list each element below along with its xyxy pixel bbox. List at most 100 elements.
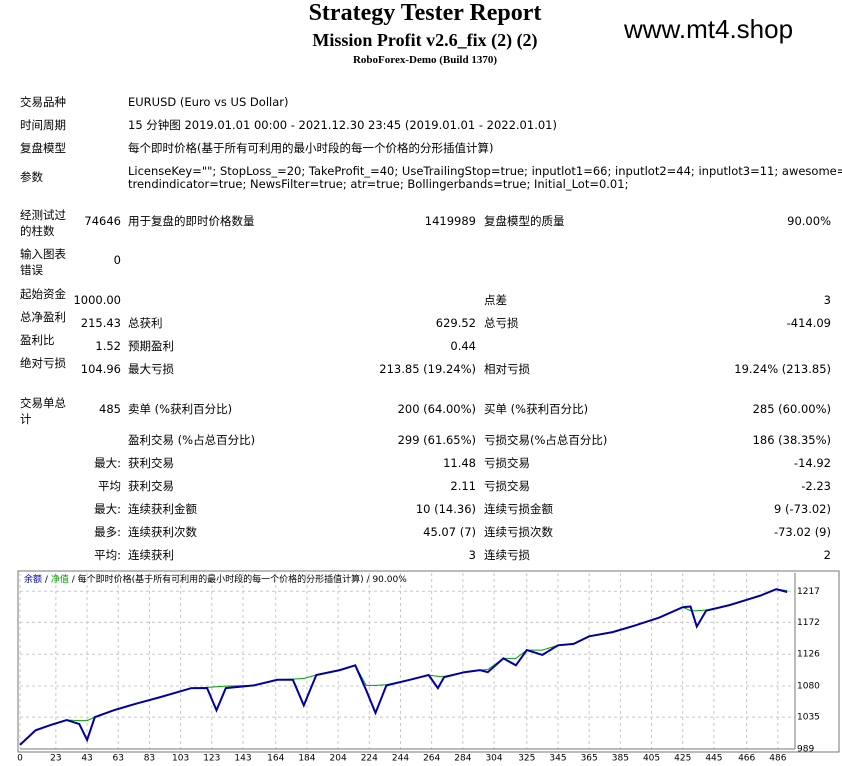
stat-value: 11.48 <box>443 456 476 470</box>
stat-value: 0 <box>113 253 121 267</box>
legend-entry: 余额 <box>24 573 42 585</box>
x-tick-label: 63 <box>113 754 124 764</box>
stat-label: 点差 <box>484 293 507 307</box>
x-tick-label: 405 <box>643 754 660 764</box>
stat-label: 买单 (%获利百分比) <box>484 402 589 416</box>
x-tick-label: 23 <box>50 754 61 764</box>
stat-label: 总亏损 <box>484 316 519 330</box>
stat-label: 亏损交易 <box>484 456 530 470</box>
x-tick-label: 466 <box>738 754 755 764</box>
stat-value: 285 (60.00%) <box>752 402 831 416</box>
x-tick-label: 425 <box>674 754 691 764</box>
stat-value: 10 (14.36) <box>415 502 476 516</box>
x-tick-label: 325 <box>518 754 535 764</box>
server-name: RoboForex-Demo (Build 1370) <box>352 54 497 66</box>
report-subtitle: Mission Profit v2.6_fix (2) (2) <box>312 30 538 50</box>
stat-value: 9 (-73.02) <box>773 502 831 516</box>
y-tick-label: 1035 <box>797 713 820 723</box>
stat-value: 629.52 <box>435 316 476 330</box>
stat-value: -2.23 <box>801 479 831 493</box>
stat-value: 最大: <box>94 502 121 516</box>
x-tick-label: 103 <box>172 754 189 764</box>
info-value: 15 分钟图 2019.01.01 00:00 - 2021.12.30 23:… <box>128 118 557 132</box>
x-tick-label: 445 <box>705 754 722 764</box>
stat-label: 连续亏损 <box>484 548 530 562</box>
y-tick-label: 1172 <box>797 618 820 628</box>
stat-label: 盈利比 <box>20 333 55 347</box>
stat-value: 最多: <box>94 525 121 539</box>
x-tick-label: 486 <box>769 754 786 764</box>
stat-label: 用于复盘的即时价格数量 <box>128 214 255 228</box>
stat-value: 299 (61.65%) <box>397 433 476 447</box>
stat-label: 亏损交易 <box>484 479 530 493</box>
info-value: LicenseKey=""; StopLoss_=20; TakeProfit_… <box>128 164 842 178</box>
stat-value: 2 <box>823 548 831 562</box>
y-tick-label: 989 <box>797 745 814 755</box>
chart-frame <box>17 570 840 753</box>
stat-value: 2.11 <box>450 479 476 493</box>
x-tick-label: 164 <box>267 754 284 764</box>
stat-value: 485 <box>99 402 121 416</box>
stat-label: 绝对亏损 <box>20 356 66 370</box>
model-note: 每个即时价格(基于所有可利用的最小时段的每一个价格的分形插值计算) <box>78 573 364 585</box>
stat-value: 0.44 <box>450 339 476 353</box>
x-tick-label: 143 <box>234 754 251 764</box>
legend-separator: / <box>45 575 49 585</box>
stat-label: 卖单 (%获利百分比) <box>128 402 233 416</box>
quality: 90.00% <box>372 575 407 585</box>
info-label: 时间周期 <box>20 118 66 132</box>
info-value: 每个即时价格(基于所有可利用的最小时段的每一个价格的分形插值计算) <box>128 141 494 155</box>
stat-label: 最大亏损 <box>128 362 174 376</box>
legend-separator: / <box>72 575 76 585</box>
stat-value: -414.09 <box>786 316 831 330</box>
stat-label: 连续获利金额 <box>128 502 197 516</box>
stat-value: 平均: <box>94 548 121 562</box>
stat-label: 相对亏损 <box>484 362 530 376</box>
legend-entry: 净值 <box>51 573 69 585</box>
stat-label: 预期盈利 <box>128 339 174 353</box>
x-tick-label: 0 <box>17 754 23 764</box>
x-tick-label: 365 <box>581 754 598 764</box>
stat-label: 交易单总计 <box>20 396 66 426</box>
stat-value: 最大: <box>94 456 121 470</box>
watermark: www.mt4.shop <box>624 14 794 44</box>
stat-label: 总获利 <box>128 316 163 330</box>
stat-value: 215.43 <box>80 316 121 330</box>
info-label: 复盘模型 <box>20 141 66 155</box>
info-label: 交易品种 <box>20 95 66 109</box>
x-tick-label: 284 <box>454 754 471 764</box>
x-tick-label: 43 <box>81 754 92 764</box>
x-tick-label: 244 <box>392 754 409 764</box>
stat-value: 1419989 <box>424 214 476 228</box>
stat-value: 1.52 <box>95 339 121 353</box>
info-value: EURUSD (Euro vs US Dollar) <box>128 95 289 109</box>
y-tick-label: 1217 <box>797 587 820 597</box>
x-tick-label: 345 <box>549 754 566 764</box>
stat-value: -14.92 <box>793 456 831 470</box>
stat-label: 复盘模型的质量 <box>484 214 565 228</box>
stat-label: 获利交易 <box>128 456 174 470</box>
stat-value: 74646 <box>84 214 121 228</box>
stat-value: 19.24% (213.85) <box>734 362 831 376</box>
stat-label: 亏损交易(%占总百分比) <box>484 433 608 447</box>
x-tick-label: 123 <box>203 754 220 764</box>
stat-value: 3 <box>468 548 476 562</box>
x-tick-label: 204 <box>330 754 347 764</box>
stat-value: 186 (38.35%) <box>752 433 831 447</box>
stat-value: 平均 <box>98 479 121 493</box>
x-tick-label: 385 <box>612 754 629 764</box>
stat-value: -73.02 (9) <box>773 525 831 539</box>
stat-label: 连续亏损次数 <box>484 525 553 539</box>
x-tick-label: 184 <box>298 754 315 764</box>
legend: 余额 / 净值 / 每个即时价格(基于所有可利用的最小时段的每一个价格的分形插值… <box>24 573 410 585</box>
stat-label: 连续亏损金额 <box>484 502 553 516</box>
stat-label: 总净盈利 <box>20 310 66 324</box>
stat-label: 起始资金 <box>20 287 66 301</box>
stat-value: 90.00% <box>787 214 831 228</box>
series-line <box>19 588 788 746</box>
stat-value: 1000.00 <box>73 293 121 307</box>
stat-label: 连续获利次数 <box>128 525 197 539</box>
info-value: trendindicator=true; NewsFilter=true; at… <box>128 177 629 191</box>
